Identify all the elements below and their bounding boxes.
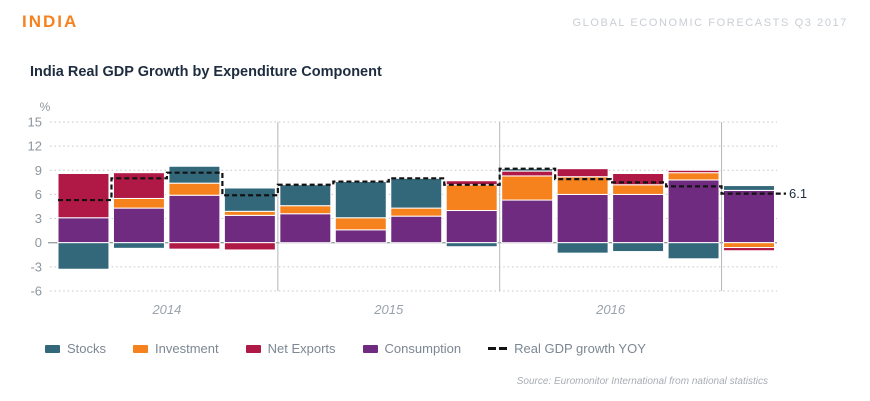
bar-segment-consumption xyxy=(279,213,332,244)
bar-segment-net-exports xyxy=(445,180,498,186)
y-tick-label: 6 xyxy=(35,187,42,202)
bar-segment-net-exports xyxy=(501,170,554,177)
bar-segment-stocks xyxy=(279,184,332,207)
dashed-line-icon xyxy=(488,347,508,350)
bar-segment-net-exports xyxy=(223,242,276,251)
bar-segment-consumption xyxy=(723,189,775,244)
bar-segment-net-exports xyxy=(168,242,221,250)
gdp-stacked-bar-chart: 15 12 9 6 3 0 -3 -6% 2014 2015 2016 6.1 xyxy=(28,100,808,317)
bar-segment-consumption xyxy=(556,193,609,244)
legend-item-net-exports: Net Exports xyxy=(245,341,336,356)
bar-segment-stocks xyxy=(445,242,498,248)
bar-segment-investment xyxy=(168,182,221,196)
legend-label: Consumption xyxy=(384,341,462,356)
x-axis-year-label: 2016 xyxy=(595,302,626,317)
country-heading: INDIA xyxy=(22,12,79,31)
bar-segment-investment xyxy=(723,242,775,249)
legend-label: Real GDP growth YOY xyxy=(514,341,646,356)
x-axis-year-label: 2015 xyxy=(373,302,404,317)
bar-segment-stocks xyxy=(667,242,720,260)
bar-segment-net-exports xyxy=(57,173,110,219)
bar-segment-stocks xyxy=(57,242,110,270)
y-tick-label: -3 xyxy=(30,259,42,274)
bar-segment-net-exports xyxy=(667,169,720,174)
bar-segment-stocks xyxy=(612,242,665,253)
legend-label: Investment xyxy=(155,341,219,356)
bar-segment-stocks xyxy=(390,177,443,209)
bar-segment-consumption xyxy=(334,229,387,244)
legend-swatch-icon xyxy=(362,344,378,353)
bar-segment-investment xyxy=(501,175,554,201)
y-axis-unit: % xyxy=(40,100,51,114)
y-tick-label: 9 xyxy=(35,163,42,178)
legend-item-consumption: Consumption xyxy=(362,341,462,356)
y-tick-label: 12 xyxy=(28,139,42,154)
bar-segment-consumption xyxy=(57,217,110,244)
bar-segment-consumption xyxy=(445,210,498,244)
legend-item-investment: Investment xyxy=(133,341,219,356)
bar-segment-stocks xyxy=(168,165,221,184)
bar-segment-investment xyxy=(112,197,165,209)
bar-segment-consumption xyxy=(223,214,276,244)
legend-item-real-gdp-growth-yoy: Real GDP growth YOY xyxy=(488,341,646,356)
legend-swatch-icon xyxy=(133,344,149,353)
bar-segment-net-exports xyxy=(112,172,165,199)
bar-segment-stocks xyxy=(723,185,775,191)
x-axis-year-label: 2014 xyxy=(151,302,181,317)
bar-segment-investment xyxy=(390,207,443,217)
bar-segment-net-exports xyxy=(723,247,775,252)
y-tick-label: 3 xyxy=(35,211,42,226)
bar-segment-net-exports xyxy=(556,168,609,178)
bar-segment-consumption xyxy=(501,199,554,244)
legend-item-stocks: Stocks xyxy=(45,341,106,356)
bar-segment-stocks xyxy=(223,187,276,212)
bar-segment-consumption xyxy=(168,194,221,244)
report-name: GLOBAL ECONOMIC FORECASTS Q3 2017 xyxy=(572,17,848,29)
y-tick-label: 0 xyxy=(35,235,42,250)
bar-segment-consumption xyxy=(667,179,720,244)
legend-swatch-icon xyxy=(45,344,60,353)
bar-segment-investment xyxy=(279,205,332,215)
bar-segment-investment xyxy=(667,172,720,181)
bar-segment-stocks xyxy=(556,242,609,254)
bar-segment-stocks xyxy=(334,181,387,219)
bar-segment-investment xyxy=(612,184,665,195)
legend-label: Stocks xyxy=(67,341,107,356)
bar-segment-consumption xyxy=(390,215,443,244)
gdp-annotation-label: 6.1 xyxy=(789,186,807,201)
bar-segment-stocks xyxy=(112,242,165,249)
bar-segment-net-exports xyxy=(612,173,665,186)
bar-segment-consumption xyxy=(612,193,665,244)
legend-swatch-icon xyxy=(245,344,261,353)
y-tick-label: -6 xyxy=(30,283,42,298)
chart-legend: Stocks Investment Net Exports Consumption Re… xyxy=(45,341,646,356)
bar-segment-stocks xyxy=(501,168,554,172)
bar-segment-investment xyxy=(334,217,387,231)
bar-segment-investment xyxy=(223,210,276,216)
source-note: Source: Euromonitor International from n… xyxy=(516,376,768,387)
bar-segment-investment xyxy=(445,184,498,212)
real-gdp-growth-line xyxy=(58,167,786,202)
y-tick-label: 15 xyxy=(28,115,42,130)
bar-segment-consumption xyxy=(112,207,165,244)
chart-title: India Real GDP Growth by Expenditure Com… xyxy=(30,64,382,80)
legend-label: Net Exports xyxy=(267,341,336,356)
